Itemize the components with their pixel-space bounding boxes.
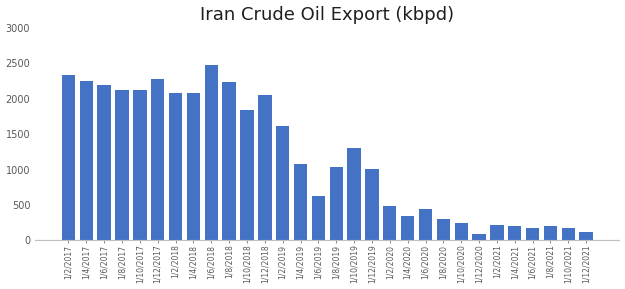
Bar — [222, 82, 236, 240]
Bar — [62, 75, 75, 240]
Bar — [187, 93, 200, 240]
Bar — [151, 79, 164, 240]
Bar — [490, 225, 504, 240]
Bar — [294, 164, 308, 240]
Title: Iran Crude Oil Export (kbpd): Iran Crude Oil Export (kbpd) — [200, 5, 454, 24]
Bar — [348, 148, 361, 240]
Bar — [472, 234, 486, 240]
Bar — [276, 126, 289, 240]
Bar — [401, 216, 414, 240]
Bar — [508, 226, 521, 240]
Bar — [115, 90, 129, 240]
Bar — [98, 85, 111, 240]
Bar — [312, 197, 325, 240]
Bar — [169, 93, 182, 240]
Bar — [204, 65, 218, 240]
Bar — [133, 90, 146, 240]
Bar — [579, 232, 593, 240]
Bar — [329, 167, 343, 240]
Bar — [79, 81, 93, 240]
Bar — [526, 228, 539, 240]
Bar — [419, 209, 432, 240]
Bar — [258, 95, 271, 240]
Bar — [365, 169, 379, 240]
Bar — [544, 226, 557, 240]
Bar — [437, 219, 450, 240]
Bar — [240, 110, 254, 240]
Bar — [383, 206, 396, 240]
Bar — [562, 228, 575, 240]
Bar — [454, 223, 468, 240]
